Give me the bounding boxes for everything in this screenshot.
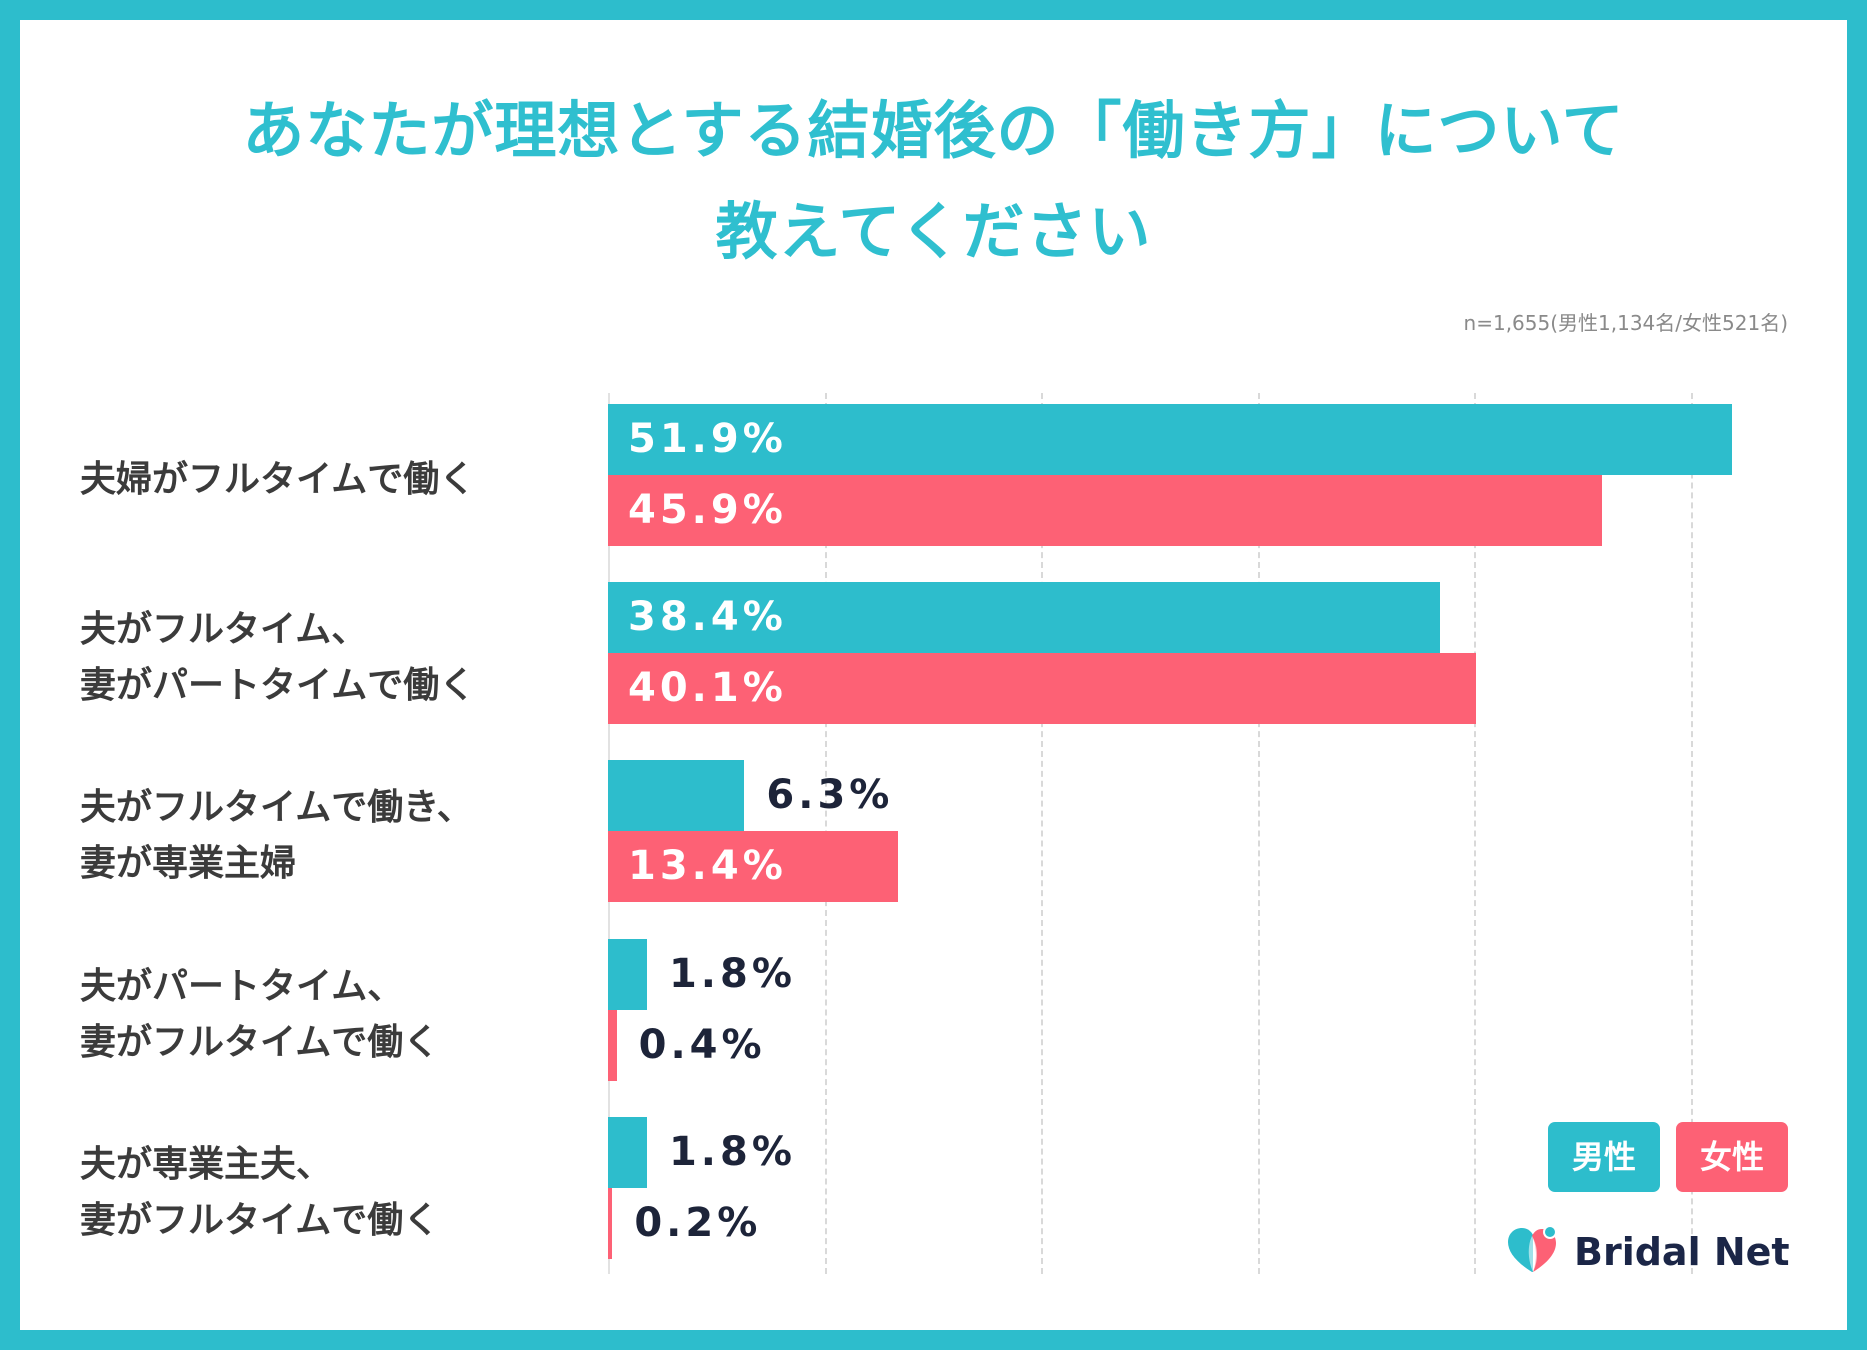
gridline (1474, 393, 1477, 1274)
category-label-4: 夫がパートタイム、 妻がフルタイムで働く (80, 959, 439, 1071)
bar-female-4 (608, 1009, 617, 1081)
category-label-line: 妻がパートタイムで働く (80, 664, 476, 706)
chart-title-line-1: あなたが理想とする結婚後の「働き方」について (242, 94, 1625, 167)
value-label-male-5: 1.8% (668, 1128, 796, 1175)
value-label-male-4: 1.8% (668, 950, 796, 997)
category-label-line: 妻がフルタイムで働く (80, 1199, 440, 1241)
value-label-female-1: 45.9% (628, 486, 787, 533)
category-label-line: 夫婦がフルタイムで働く (80, 458, 476, 500)
heart-logo-icon (1506, 1224, 1562, 1276)
bar-male-3 (608, 760, 745, 832)
value-label-female-2: 40.1% (628, 664, 787, 711)
bar-male-1 (608, 403, 1732, 475)
gridline (1690, 393, 1693, 1274)
gridline (1041, 393, 1044, 1274)
gridline (1257, 393, 1260, 1274)
category-label-2: 夫がフルタイム、妻がパートタイムで働く (80, 602, 475, 714)
category-label-1: 夫婦がフルタイムで働く (80, 452, 475, 508)
category-label-line: 夫がフルタイム、 (80, 608, 368, 650)
category-label-line: 夫がフルタイムで働き、 (80, 787, 473, 829)
value-label-male-3: 6.3% (766, 772, 894, 819)
category-label-line: 妻が専業主婦 (80, 843, 297, 885)
bar-female-3 (608, 831, 899, 903)
value-label-male-1: 51.9% (628, 415, 787, 462)
value-label-male-2: 38.4% (628, 593, 787, 640)
bar-male-2 (608, 581, 1440, 653)
category-label-3: 夫がフルタイムで働き、 妻が専業主婦 (80, 780, 473, 892)
bar-chart-plot: 51.9% 45.9% 38.4% 40.1% 6.3% 13.4% 1.8% 0.4% 1.8… (608, 393, 1799, 1274)
bar-male-4 (608, 938, 647, 1010)
bar-female-2 (608, 652, 1477, 724)
value-label-female-5: 0.2% (634, 1199, 762, 1246)
bar-male-5 (608, 1116, 647, 1188)
category-label-line: 夫がパートタイム、 (80, 965, 404, 1007)
legend-female: 女性 (1676, 1122, 1788, 1192)
bar-female-1 (608, 474, 1602, 546)
legend-male: 男性 (1548, 1122, 1660, 1192)
sample-size-note: n=1,655(男性1,134名/女性521名) (1463, 311, 1788, 335)
category-label-line: 夫が専業主夫、 (80, 1143, 333, 1185)
value-label-female-4: 0.4% (638, 1021, 766, 1068)
bar-female-5 (608, 1187, 613, 1259)
brand-name: Bridal Net (1574, 1230, 1790, 1274)
value-label-female-3: 13.4% (628, 843, 787, 890)
chart-title-line-2: 教えてください (715, 195, 1152, 268)
category-label-line: 妻がフルタイムで働く (80, 1021, 440, 1063)
category-label-5: 夫が専業主夫、妻がフルタイムで働く (80, 1137, 439, 1249)
